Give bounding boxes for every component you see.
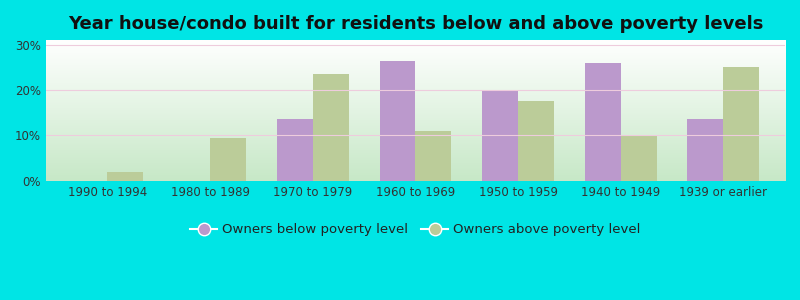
Bar [277,119,313,181]
Bar [313,74,349,181]
Bar [415,131,451,181]
Bar [518,101,554,181]
Bar [210,138,246,181]
Bar [107,172,143,181]
Title: Year house/condo built for residents below and above poverty levels: Year house/condo built for residents bel… [68,15,763,33]
Bar [621,135,657,181]
Bar [585,63,621,181]
Bar [379,61,415,181]
Bar [723,67,759,181]
Bar [687,119,723,181]
Bar [482,90,518,181]
Legend: Owners below poverty level, Owners above poverty level: Owners below poverty level, Owners above… [186,218,646,242]
